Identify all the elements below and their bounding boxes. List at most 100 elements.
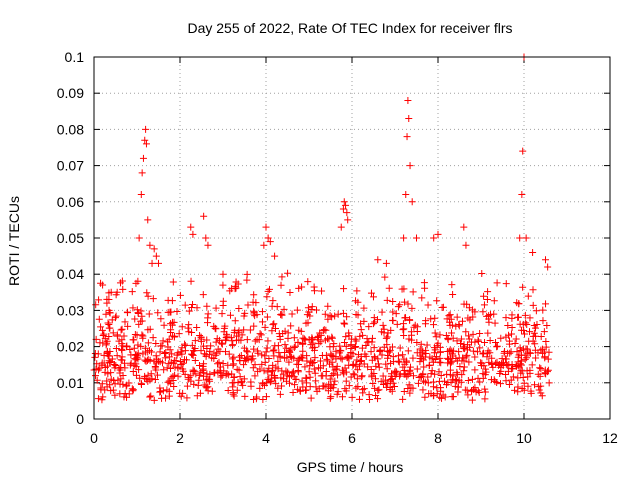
data-point: [457, 335, 465, 343]
data-point: [134, 341, 142, 349]
data-point: [241, 354, 249, 362]
data-point: [247, 378, 255, 386]
data-point: [144, 216, 152, 224]
data-point: [271, 342, 279, 350]
data-point: [392, 310, 400, 318]
data-point: [219, 281, 227, 289]
data-point: [369, 293, 377, 301]
data-point: [409, 354, 417, 362]
data-point: [519, 320, 527, 328]
data-point: [432, 353, 440, 361]
data-point: [302, 379, 310, 387]
data-point: [448, 281, 456, 289]
data-point: [497, 334, 505, 342]
data-point: [360, 304, 368, 312]
data-point: [427, 390, 435, 398]
data-point: [298, 377, 306, 385]
data-point: [191, 357, 199, 365]
data-point: [131, 315, 139, 323]
data-point: [430, 321, 438, 329]
data-point: [270, 373, 278, 381]
data-point: [516, 234, 524, 242]
data-point: [288, 310, 296, 318]
data-point: [174, 372, 182, 380]
data-point: [274, 365, 282, 373]
data-point: [352, 337, 360, 345]
data-point: [135, 234, 143, 242]
data-point: [191, 337, 199, 345]
data-point: [169, 278, 177, 286]
data-point: [129, 386, 137, 394]
data-point: [203, 302, 211, 310]
data-point: [276, 352, 284, 360]
data-point: [167, 320, 175, 328]
data-point: [133, 331, 141, 339]
data-point: [380, 343, 388, 351]
data-point: [493, 342, 501, 350]
data-point: [383, 365, 391, 373]
data-point: [299, 340, 307, 348]
data-point: [476, 378, 484, 386]
data-point: [403, 133, 411, 141]
data-point: [224, 361, 232, 369]
data-point: [269, 297, 277, 305]
data-point: [315, 385, 323, 393]
data-point: [475, 337, 483, 345]
data-point: [147, 392, 155, 400]
data-point: [544, 263, 552, 271]
data-point: [258, 318, 266, 326]
data-point: [419, 371, 427, 379]
data-point: [345, 329, 353, 337]
data-point: [433, 342, 441, 350]
data-point: [513, 348, 521, 356]
data-point: [216, 347, 224, 355]
data-point: [343, 209, 351, 217]
data-point: [189, 368, 197, 376]
data-point: [406, 389, 414, 397]
data-point: [493, 343, 501, 351]
data-point: [119, 372, 127, 380]
data-point: [271, 374, 279, 382]
data-point: [319, 382, 327, 390]
data-point: [405, 115, 413, 123]
data-point: [484, 288, 492, 296]
data-point: [529, 337, 537, 345]
data-point: [328, 313, 336, 321]
data-point: [429, 358, 437, 366]
data-point: [490, 297, 498, 305]
data-point: [332, 365, 340, 373]
data-point: [306, 362, 314, 370]
data-point: [138, 317, 146, 325]
data-point: [148, 259, 156, 267]
data-point: [306, 383, 314, 391]
data-point: [319, 372, 327, 380]
data-point: [356, 395, 364, 403]
data-point: [250, 345, 258, 353]
data-point: [518, 191, 526, 199]
data-point: [270, 320, 278, 328]
data-point: [185, 307, 193, 315]
data-point: [322, 383, 330, 391]
data-point: [480, 301, 488, 309]
data-point: [462, 328, 470, 336]
data-point: [142, 375, 150, 383]
data-point: [105, 306, 113, 314]
data-point: [212, 351, 220, 359]
data-point: [405, 381, 413, 389]
data-point: [226, 311, 234, 319]
data-point: [166, 329, 174, 337]
data-point: [146, 241, 154, 249]
data-point: [204, 383, 212, 391]
data-point: [112, 291, 120, 299]
data-point: [112, 361, 120, 369]
data-point: [107, 288, 115, 296]
data-point: [464, 377, 472, 385]
data-point: [526, 314, 534, 322]
data-point: [201, 350, 209, 358]
data-point: [361, 350, 369, 358]
data-point: [322, 368, 330, 376]
data-point: [375, 363, 383, 371]
data-point: [530, 321, 538, 329]
data-point: [293, 360, 301, 368]
data-point: [230, 360, 238, 368]
